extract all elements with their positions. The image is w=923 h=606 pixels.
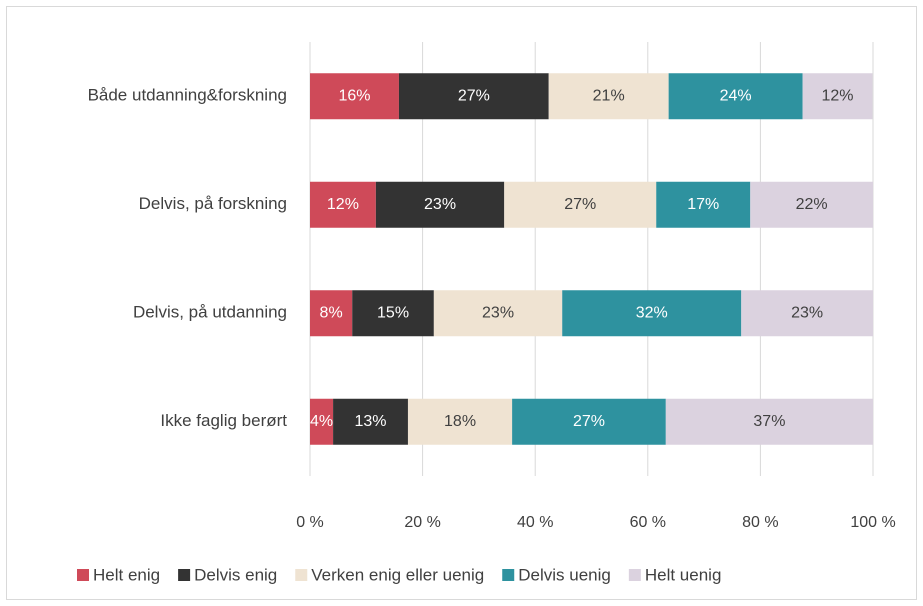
data-label: 27% (573, 413, 605, 430)
y-tick-label: Både utdanning&forskning (88, 86, 287, 105)
data-label: 23% (791, 304, 823, 321)
data-label: 16% (338, 87, 370, 104)
data-label: 15% (377, 304, 409, 321)
bar-segment (741, 290, 873, 337)
data-label: 37% (753, 413, 785, 430)
bar-segment (375, 181, 505, 228)
x-tick-label: 0 % (296, 514, 324, 531)
data-label: 17% (687, 196, 719, 213)
data-label: 8% (320, 304, 343, 321)
data-label: 13% (355, 413, 387, 430)
bar-segment (310, 181, 376, 228)
bar-segment (548, 73, 669, 120)
bar-segment (333, 398, 408, 445)
y-tick-label: Delvis, på forskning (139, 194, 287, 213)
bar-segment (504, 181, 657, 228)
data-label: 27% (564, 196, 596, 213)
legend-swatch (628, 569, 641, 581)
bar-segment (433, 290, 563, 337)
data-label: 27% (458, 87, 490, 104)
data-label: 21% (593, 87, 625, 104)
bar-segment (750, 181, 873, 228)
legend-label: Verken enig eller uenig (311, 565, 484, 584)
bar-segment (668, 73, 803, 120)
bar-segment (802, 73, 873, 120)
y-tick-label: Delvis, på utdanning (133, 303, 287, 322)
data-label: 23% (482, 304, 514, 321)
bar-segment (656, 181, 751, 228)
legend-label: Delvis enig (194, 565, 277, 584)
x-tick-label: 100 % (850, 514, 895, 531)
legend-label: Delvis uenig (518, 565, 611, 584)
data-label: 32% (636, 304, 668, 321)
x-tick-label: 60 % (630, 514, 666, 531)
bar-segment (310, 73, 399, 120)
y-tick-label: Ikke faglig berørt (160, 411, 287, 430)
legend-swatch (178, 569, 191, 581)
x-tick-label: 20 % (404, 514, 440, 531)
legend-swatch (77, 569, 89, 581)
data-label: 4% (310, 413, 333, 430)
bar-segment (665, 398, 873, 445)
bar-segment (512, 398, 666, 445)
data-label: 23% (424, 196, 456, 213)
bar-segment (310, 290, 353, 337)
legend-swatch (295, 569, 308, 581)
x-tick-label: 40 % (517, 514, 553, 531)
legend-label: Helt uenig (645, 565, 722, 584)
data-label: 22% (796, 196, 828, 213)
legend-label: Helt enig (93, 565, 160, 584)
x-tick-label: 80 % (742, 514, 778, 531)
data-label: 18% (444, 413, 476, 430)
data-label: 24% (720, 87, 752, 104)
bar-segment (398, 73, 549, 120)
legend-swatch (502, 569, 515, 581)
bar-segment (352, 290, 434, 337)
bar-segment (562, 290, 742, 337)
bar-segment (407, 398, 513, 445)
data-label: 12% (822, 87, 854, 104)
data-label: 12% (327, 196, 359, 213)
bar-segment (310, 398, 334, 445)
